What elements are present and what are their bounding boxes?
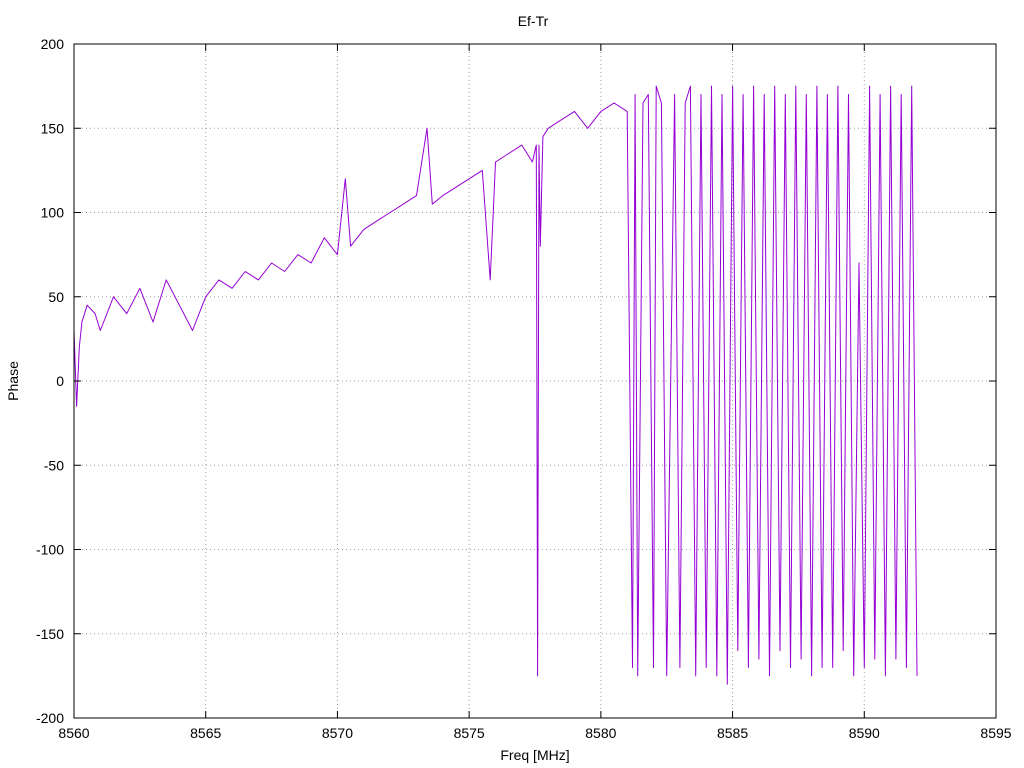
y-tick-label: 150 (41, 120, 65, 136)
y-tick-label: 0 (56, 373, 64, 389)
y-tick-label: -100 (36, 542, 64, 558)
x-tick-label: 8565 (190, 725, 221, 741)
chart-title: Ef-Tr (518, 13, 549, 29)
y-tick-label: 200 (41, 36, 65, 52)
x-tick-label: 8560 (58, 725, 89, 741)
y-tick-label: -200 (36, 710, 64, 726)
x-tick-label: 8570 (322, 725, 353, 741)
x-tick-labels: 8560 8565 8570 8575 8580 8585 8590 8595 (58, 725, 1011, 741)
x-tick-label: 8575 (454, 725, 485, 741)
y-tick-label: -50 (44, 457, 64, 473)
x-tick-label: 8580 (585, 725, 616, 741)
y-tick-label: -150 (36, 626, 64, 642)
x-tick-label: 8585 (717, 725, 748, 741)
x-axis-label: Freq [MHz] (500, 747, 569, 763)
x-tick-label: 8590 (849, 725, 880, 741)
axis-ticks (73, 43, 997, 719)
x-tick-label: 8595 (980, 725, 1011, 741)
y-axis-label: Phase (5, 361, 21, 401)
y-tick-label: 50 (48, 289, 64, 305)
y-tick-label: 100 (41, 205, 65, 221)
y-tick-labels: -200 -150 -100 -50 0 50 100 150 200 (36, 36, 64, 726)
phase-series-line (73, 85, 918, 685)
series-layer (73, 85, 918, 685)
